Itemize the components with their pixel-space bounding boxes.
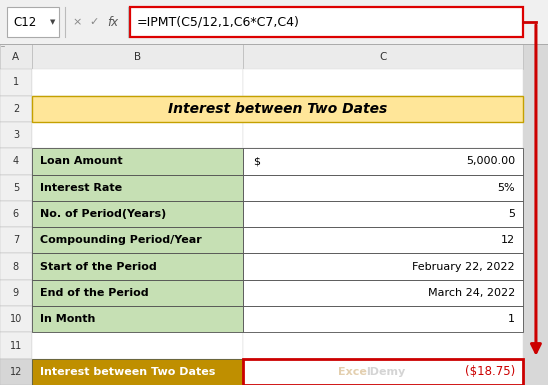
Text: 5%: 5% xyxy=(498,183,515,192)
Bar xyxy=(7,7,59,37)
Bar xyxy=(130,7,523,37)
Bar xyxy=(243,227,523,253)
Bar xyxy=(243,359,523,385)
Bar xyxy=(243,122,523,148)
Text: Start of the Period: Start of the Period xyxy=(40,262,157,271)
Text: ✓: ✓ xyxy=(89,17,99,27)
Text: 2: 2 xyxy=(13,104,19,114)
Text: 9: 9 xyxy=(13,288,19,298)
Text: 10: 10 xyxy=(10,314,22,324)
Bar xyxy=(0,174,32,201)
Bar xyxy=(243,44,523,69)
Text: 12: 12 xyxy=(501,235,515,245)
Text: lDemy: lDemy xyxy=(367,367,406,377)
Text: 1: 1 xyxy=(508,314,515,324)
Text: Interest between Two Dates: Interest between Two Dates xyxy=(168,102,387,116)
Bar xyxy=(0,69,32,95)
Bar xyxy=(0,95,32,122)
Bar xyxy=(243,306,523,332)
Bar xyxy=(243,148,523,174)
Bar xyxy=(243,201,523,227)
Bar xyxy=(32,306,243,332)
Bar xyxy=(0,44,548,385)
Text: B: B xyxy=(134,52,141,62)
Text: 5: 5 xyxy=(13,183,19,192)
Bar xyxy=(0,253,32,280)
Text: fx: fx xyxy=(107,16,118,28)
Bar xyxy=(0,359,32,385)
Text: 7: 7 xyxy=(13,235,19,245)
Bar xyxy=(0,332,32,359)
Bar xyxy=(32,44,243,69)
Bar xyxy=(32,122,243,148)
Bar xyxy=(32,253,243,280)
Bar xyxy=(0,0,548,44)
Text: 3: 3 xyxy=(13,130,19,140)
Text: =IPMT(C5/12,1,C6*C7,C4): =IPMT(C5/12,1,C6*C7,C4) xyxy=(137,16,300,28)
Text: End of the Period: End of the Period xyxy=(40,288,149,298)
Text: Interest between Two Dates: Interest between Two Dates xyxy=(40,367,215,377)
Bar xyxy=(0,227,32,253)
Bar xyxy=(0,122,32,148)
Bar xyxy=(0,44,32,69)
Bar xyxy=(32,148,243,174)
Bar xyxy=(243,253,523,280)
Text: C12: C12 xyxy=(13,16,36,28)
Bar xyxy=(32,201,243,227)
Text: 5,000.00: 5,000.00 xyxy=(466,156,515,166)
Text: 12: 12 xyxy=(10,367,22,377)
Text: 5: 5 xyxy=(508,209,515,219)
Bar xyxy=(0,306,32,332)
Bar xyxy=(32,69,243,95)
Bar xyxy=(32,95,523,122)
Text: $: $ xyxy=(253,156,260,166)
Bar xyxy=(32,280,243,306)
Bar xyxy=(523,44,548,385)
Text: March 24, 2022: March 24, 2022 xyxy=(428,288,515,298)
Bar xyxy=(32,359,523,385)
Bar xyxy=(0,201,32,227)
Bar xyxy=(243,280,523,306)
Text: Exce: Exce xyxy=(338,367,367,377)
Bar xyxy=(243,332,523,359)
Text: ×: × xyxy=(72,17,82,27)
Text: Loan Amount: Loan Amount xyxy=(40,156,123,166)
Text: Compounding Period/Year: Compounding Period/Year xyxy=(40,235,202,245)
Text: A: A xyxy=(12,52,20,62)
Text: 8: 8 xyxy=(13,262,19,271)
Text: ($18.75): ($18.75) xyxy=(465,365,515,378)
Text: In Month: In Month xyxy=(40,314,95,324)
Bar xyxy=(243,69,523,95)
Text: Interest Rate: Interest Rate xyxy=(40,183,122,192)
Text: ▼: ▼ xyxy=(50,19,56,25)
Bar xyxy=(32,332,243,359)
Bar xyxy=(0,148,32,174)
Text: February 22, 2022: February 22, 2022 xyxy=(413,262,515,271)
Bar xyxy=(32,174,243,201)
Text: No. of Period(Years): No. of Period(Years) xyxy=(40,209,166,219)
Text: 11: 11 xyxy=(10,341,22,350)
Text: 1: 1 xyxy=(13,77,19,87)
Bar xyxy=(243,174,523,201)
Bar xyxy=(32,227,243,253)
Text: 6: 6 xyxy=(13,209,19,219)
Text: C: C xyxy=(379,52,387,62)
Bar xyxy=(0,280,32,306)
Text: 4: 4 xyxy=(13,156,19,166)
